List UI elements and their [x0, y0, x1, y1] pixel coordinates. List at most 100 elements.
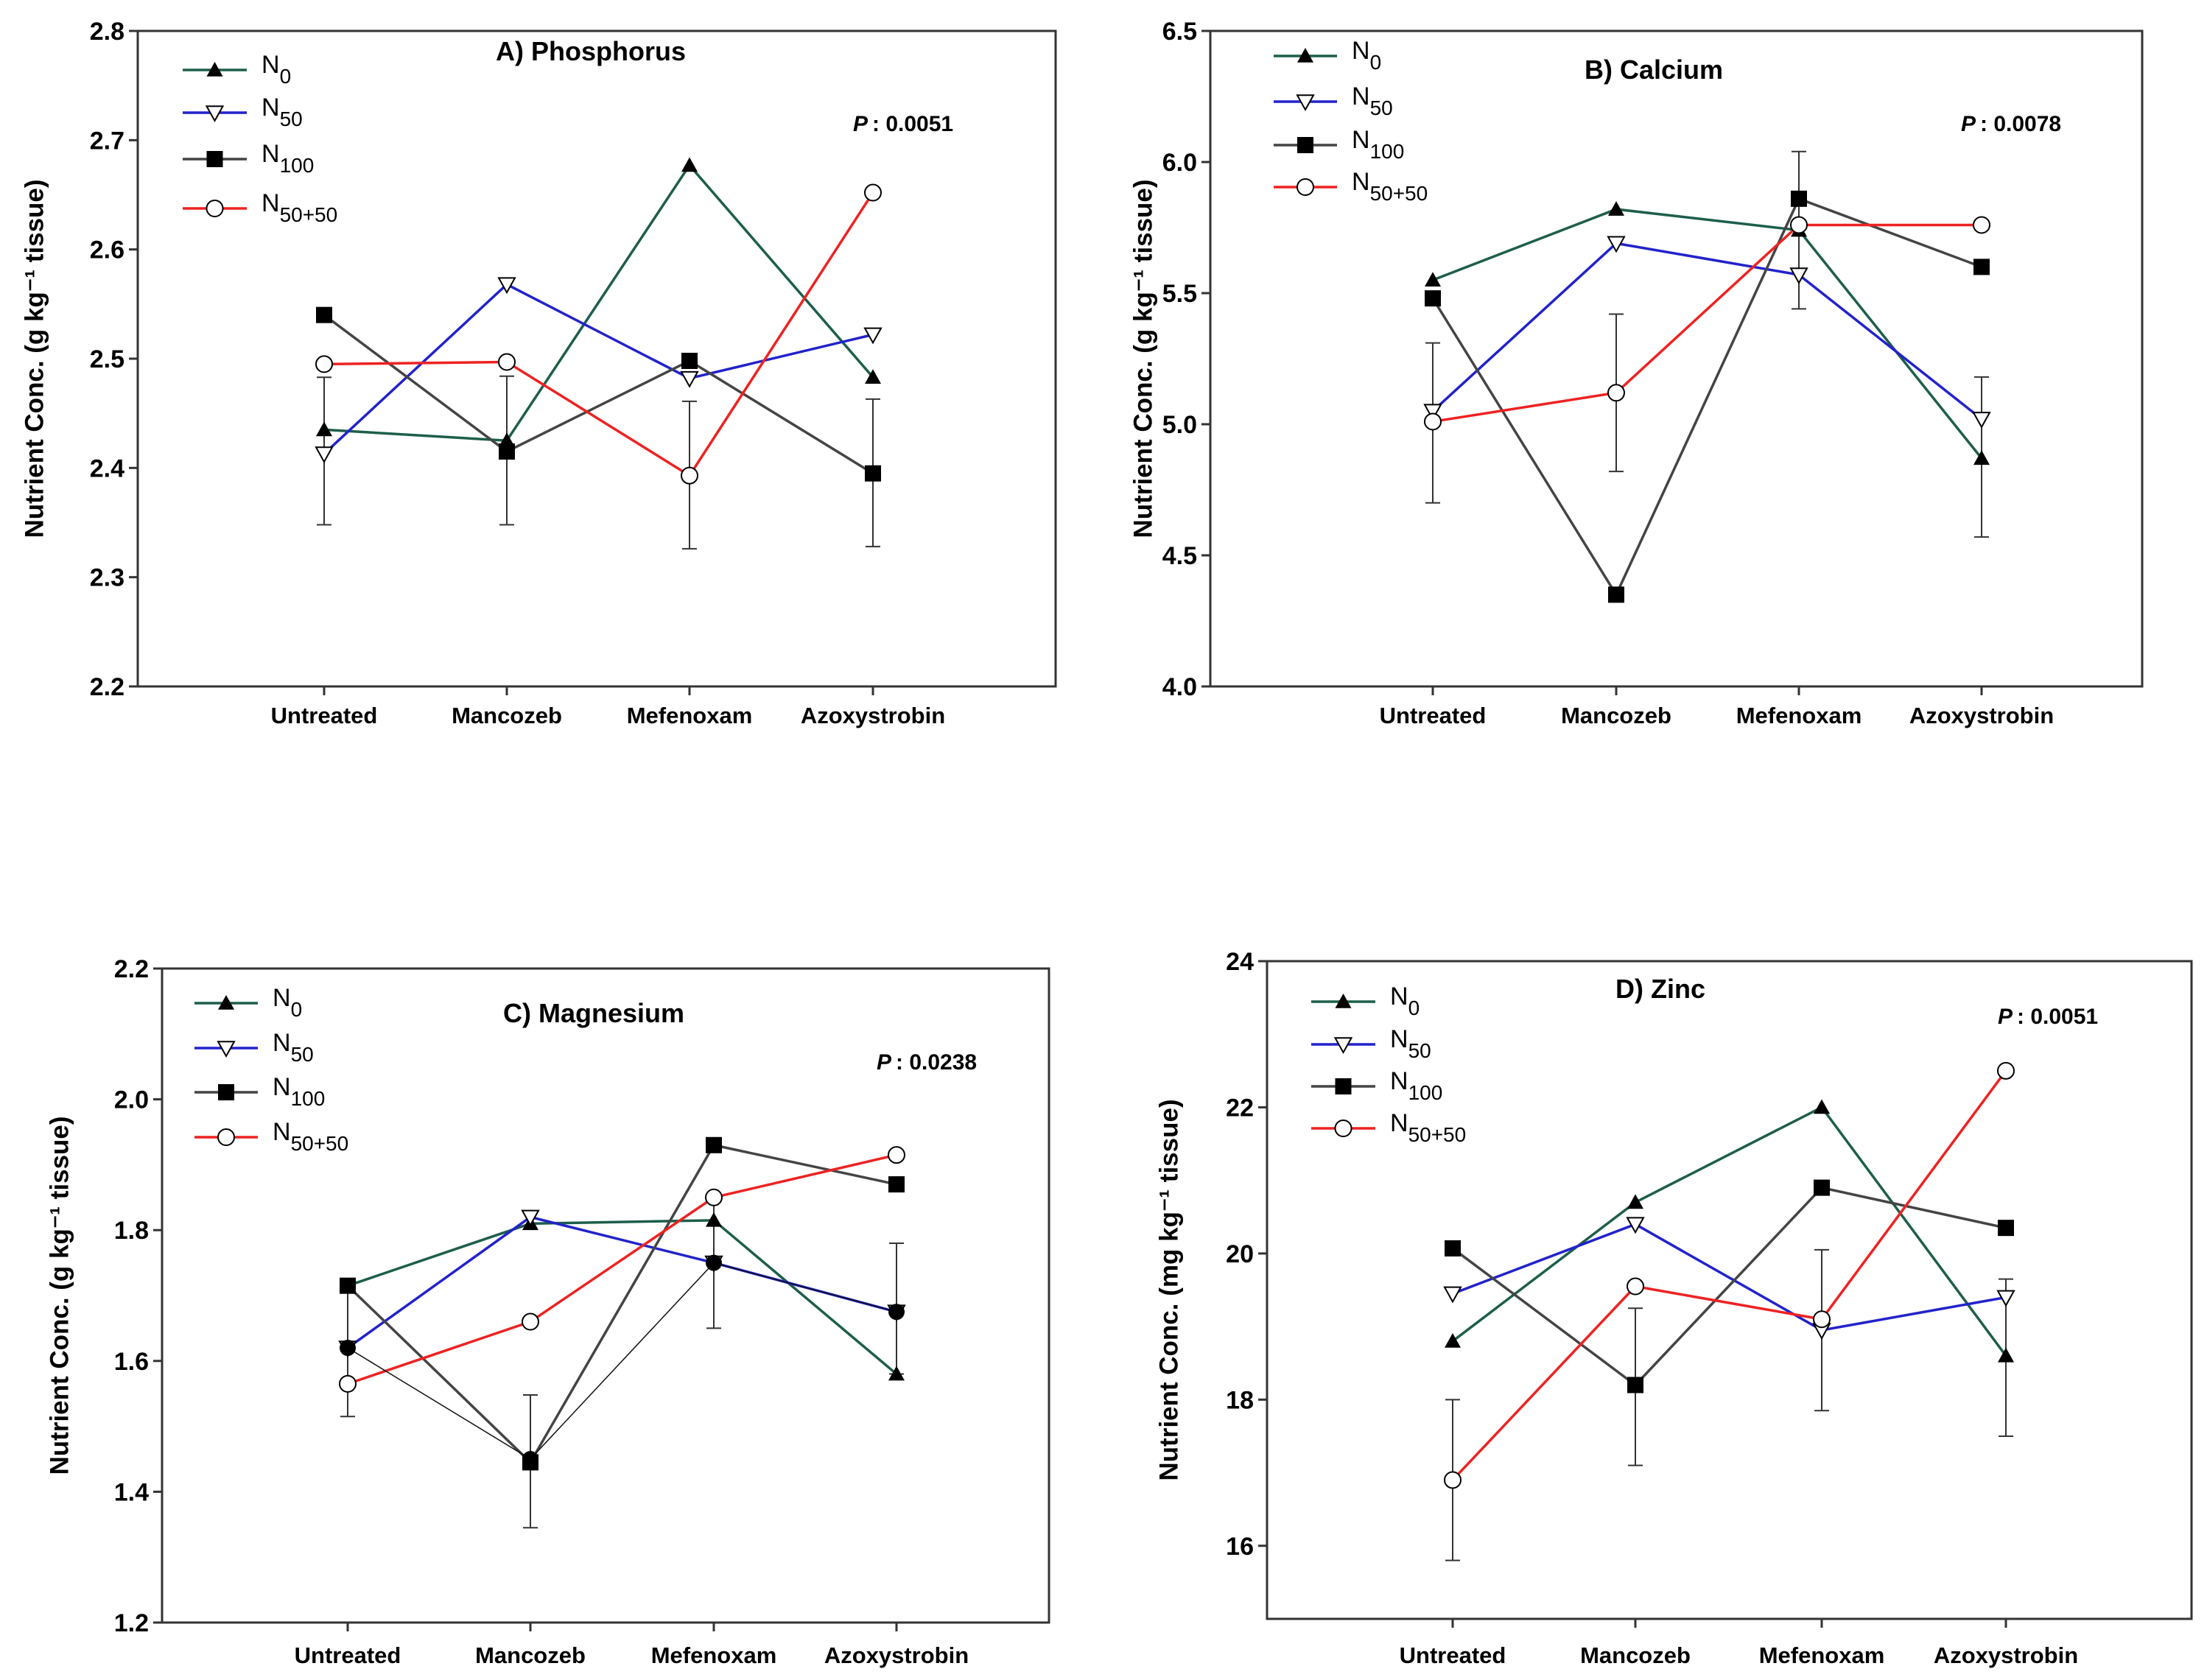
legend-label-subscript: 100	[1408, 1081, 1443, 1104]
y-tick-label: 6.0	[1162, 149, 1197, 177]
legend-label: N100	[262, 140, 314, 177]
legend-label-base: N	[262, 51, 280, 79]
series-line	[1432, 208, 1983, 460]
series-N0	[1425, 201, 1990, 465]
legend-marker	[1297, 137, 1313, 153]
data-point	[1607, 236, 1626, 253]
data-point	[1444, 1471, 1462, 1489]
series-N100	[340, 1136, 905, 1471]
legend-label-base: N	[1352, 37, 1370, 65]
series-N100	[1445, 1179, 2014, 1393]
data-point	[1972, 412, 1991, 429]
x-tick-label: Untreated	[1380, 703, 1487, 728]
y-tick-label: 2.2	[90, 673, 124, 701]
plot-frame	[1266, 960, 2193, 1620]
data-point	[1423, 404, 1442, 421]
series-N0	[340, 1212, 905, 1381]
series-line	[1432, 223, 1982, 423]
series-N100	[316, 306, 881, 482]
legend-label-base: N	[273, 1118, 291, 1146]
x-tick-label: Azoxystrobin	[1934, 1642, 2078, 1668]
legend-label-subscript: 0	[280, 65, 292, 88]
data-point	[1607, 384, 1625, 402]
data-point	[888, 1304, 905, 1321]
series-line	[323, 314, 874, 475]
data-point	[1789, 267, 1808, 285]
series-line	[1451, 1186, 2007, 1387]
x-tick-label: Azoxystrobin	[801, 703, 945, 728]
p-value-label: P: 0.0051	[853, 112, 953, 136]
y-tick-label: 2.2	[114, 955, 149, 983]
legend-label: N50+50	[1352, 168, 1428, 205]
data-point	[681, 157, 698, 172]
legend-label-base: N	[262, 94, 280, 122]
legend-label: N0	[1390, 983, 1420, 1019]
legend-label-base: N	[262, 189, 280, 217]
x-tick-label: Azoxystrobin	[1909, 703, 2054, 728]
legend-marker	[1334, 1120, 1352, 1137]
legend-label: N0	[262, 51, 291, 88]
data-point	[521, 1209, 540, 1227]
legend-label-subscript: 50+50	[1370, 182, 1428, 205]
x-tick-label: Mancozeb	[452, 703, 562, 728]
series-line	[346, 1215, 897, 1349]
y-tick-label: 1.8	[114, 1217, 149, 1245]
legend-label-base: N	[1390, 983, 1408, 1011]
series-N50	[315, 277, 883, 464]
legend-label-subscript: 50+50	[291, 1132, 349, 1155]
series-line	[323, 163, 874, 443]
chart-title: B) Calcium	[1585, 55, 1723, 85]
p-symbol: P	[1998, 1005, 2013, 1029]
plot-frame	[161, 967, 1050, 1624]
data-point	[681, 466, 698, 485]
y-tick-label: 1.6	[114, 1348, 149, 1376]
data-point	[706, 1136, 722, 1153]
p-value: : 0.0238	[896, 1050, 977, 1075]
series-N50	[338, 1209, 906, 1358]
legend-marker	[206, 151, 223, 167]
y-axis-label: Nutrient Conc. (mg kg⁻¹ tissue)	[1154, 1099, 1183, 1480]
legend-label-base: N	[273, 1029, 291, 1057]
data-point	[1608, 586, 1624, 603]
data-point	[522, 1312, 539, 1331]
legend-label-subscript: 100	[291, 1087, 326, 1110]
data-point	[1608, 201, 1624, 216]
legend-label: N50	[273, 1029, 314, 1066]
data-point	[706, 1212, 722, 1227]
legend-marker	[1297, 48, 1313, 63]
series-N0	[1445, 1099, 2014, 1363]
data-point	[1791, 190, 1807, 207]
legend-label-subscript: 50	[1370, 96, 1393, 119]
data-point	[315, 355, 333, 373]
legend-label: N100	[273, 1073, 325, 1110]
legend-label: N50+50	[262, 189, 337, 226]
series-N50+50	[1444, 1061, 2015, 1489]
series-line	[1451, 1069, 2007, 1481]
y-tick-label: 2.0	[114, 1086, 149, 1114]
series-line	[347, 1262, 897, 1460]
legend-label-subscript: 0	[291, 998, 303, 1021]
series-line	[323, 283, 874, 455]
data-point	[1996, 1290, 2015, 1307]
series-line	[323, 191, 874, 478]
series-N50+50	[339, 1146, 905, 1393]
legend-label-subscript: 50	[291, 1043, 314, 1066]
legend-label-base: N	[1390, 1067, 1408, 1095]
series-N50+50	[1424, 216, 1990, 431]
legend-label: N50+50	[273, 1118, 348, 1155]
legend-marker	[218, 995, 234, 1010]
data-point	[1997, 1061, 2015, 1080]
data-point	[1627, 1194, 1643, 1209]
data-point	[315, 446, 334, 464]
legend-marker	[1335, 994, 1352, 1008]
data-point	[1445, 1332, 1461, 1348]
y-tick-label: 4.5	[1162, 542, 1197, 570]
x-tick-label: Mancozeb	[1561, 703, 1671, 728]
data-point	[864, 183, 882, 202]
x-tick-label: Mancozeb	[1580, 1642, 1691, 1668]
y-axis-label: Nutrient Conc. (g kg⁻¹ tissue)	[20, 179, 49, 538]
legend-marker	[1335, 1078, 1352, 1094]
chart-title: C) Magnesium	[503, 998, 684, 1028]
data-point	[888, 1146, 905, 1164]
